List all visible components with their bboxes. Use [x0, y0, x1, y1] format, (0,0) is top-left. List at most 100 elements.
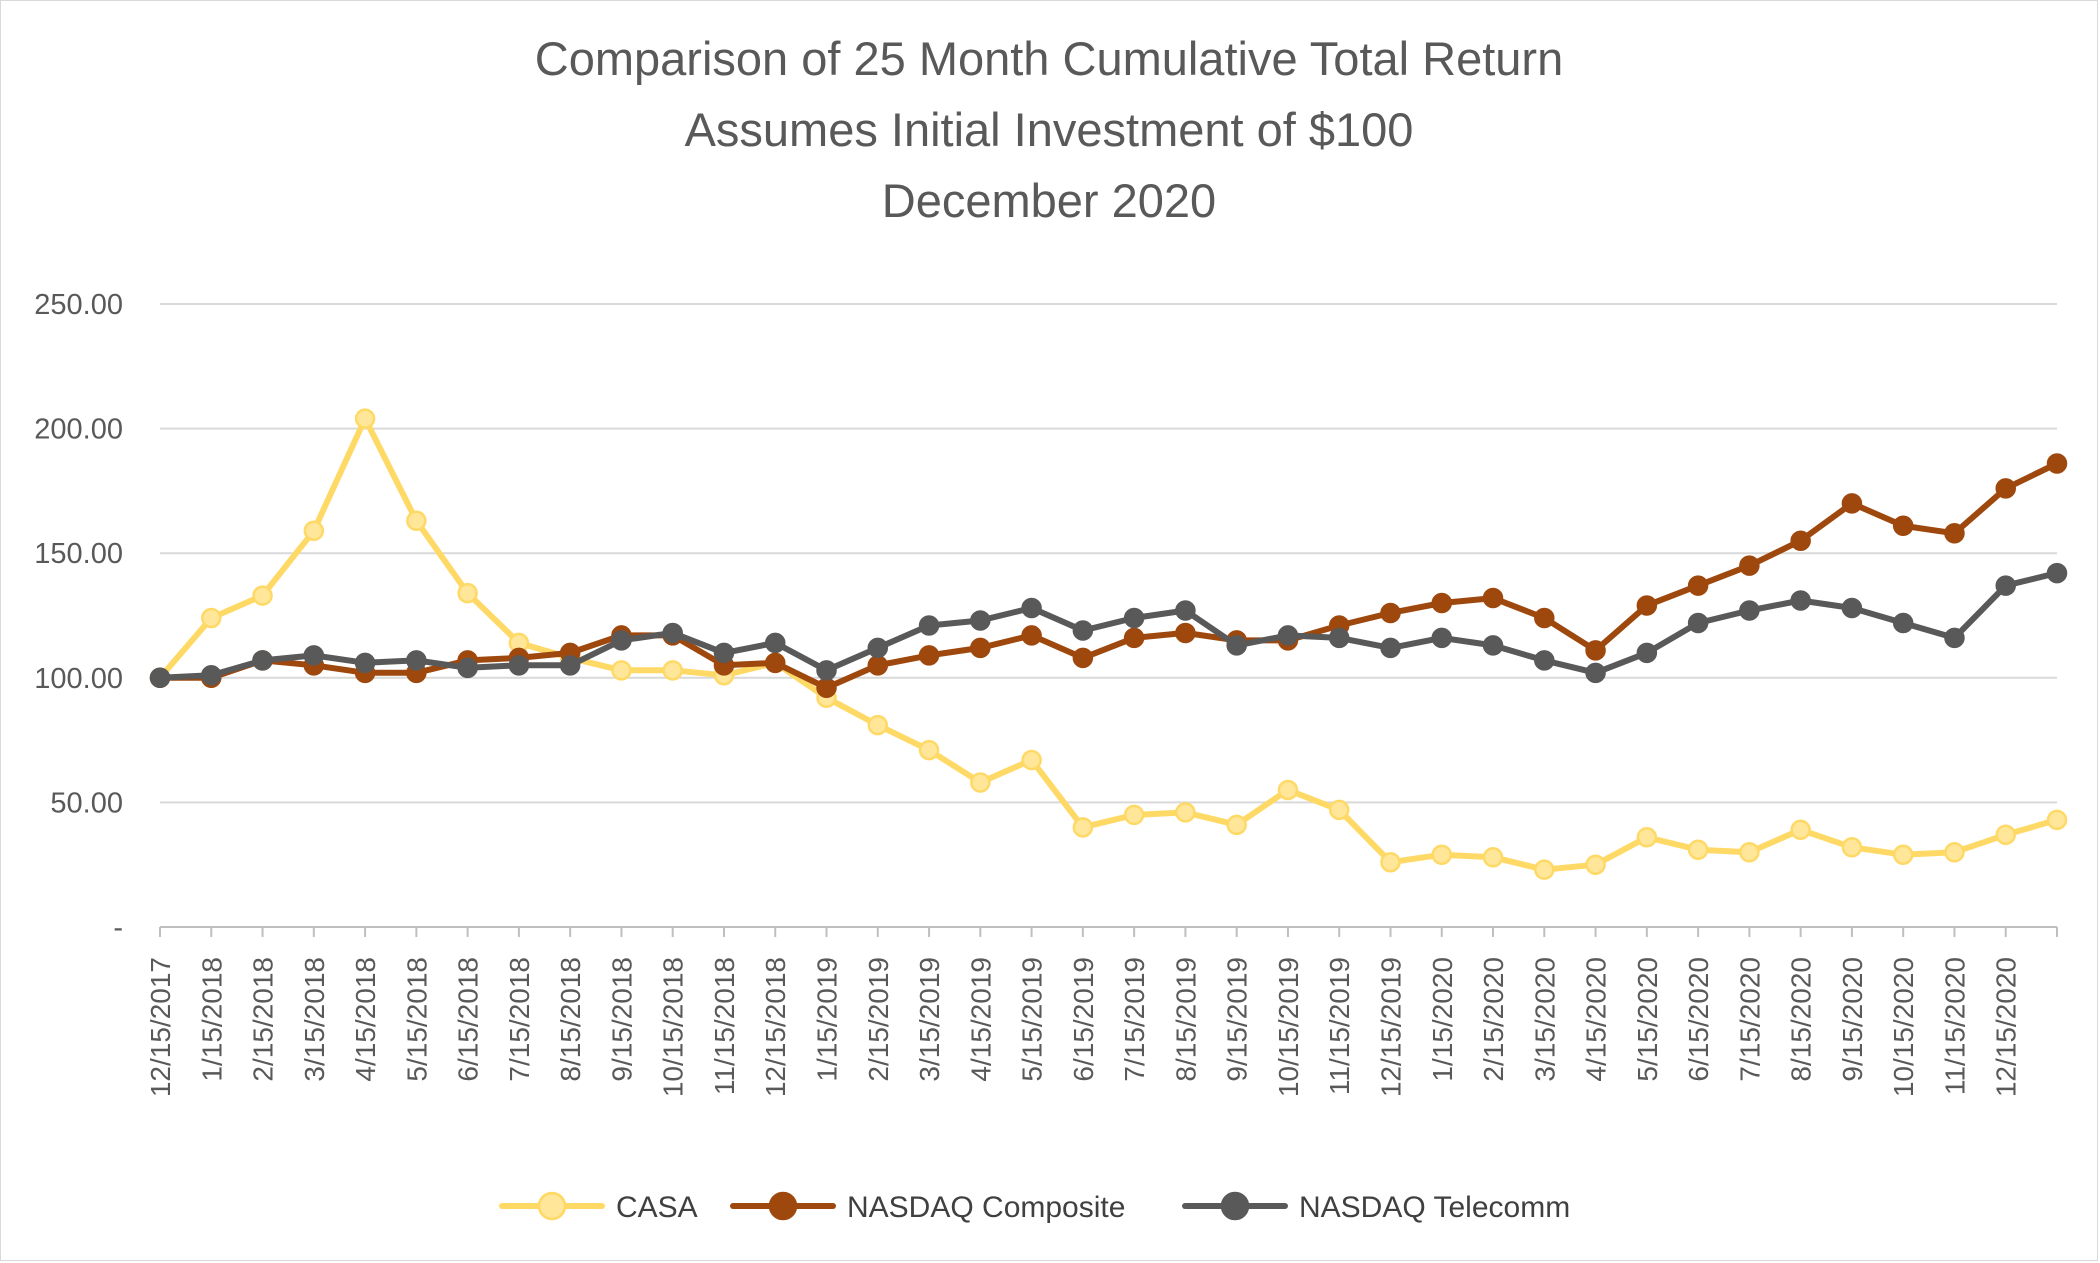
- x-tick-label: 2/15/2019: [863, 957, 894, 1082]
- data-point-nasdaq-composite: [1021, 625, 1042, 646]
- x-tick-label: 3/15/2020: [1529, 957, 1560, 1082]
- data-point-nasdaq-telecomm: [1431, 627, 1453, 649]
- series-nasdaq-telecomm: [149, 562, 2068, 689]
- data-point-casa: [1841, 837, 1863, 858]
- data-point-casa: [1534, 859, 1555, 880]
- data-point-nasdaq-telecomm: [1021, 597, 1042, 619]
- x-tick-label: 5/15/2019: [1017, 957, 1048, 1082]
- data-point-nasdaq-telecomm: [713, 642, 735, 664]
- data-point-nasdaq-telecomm: [1636, 642, 1658, 664]
- data-point-nasdaq-telecomm: [1534, 650, 1555, 671]
- legend-label: NASDAQ Telecomm: [1299, 1191, 1570, 1224]
- data-point-nasdaq-telecomm: [559, 655, 581, 676]
- data-point-nasdaq-telecomm: [1175, 600, 1196, 621]
- data-point-nasdaq-telecomm: [867, 637, 889, 659]
- data-point-casa: [1636, 827, 1658, 848]
- data-point-nasdaq-composite: [1175, 622, 1196, 644]
- data-point-casa: [1790, 819, 1811, 841]
- data-point-nasdaq-composite: [1995, 478, 2016, 499]
- data-point-casa: [1431, 844, 1453, 865]
- data-point-nasdaq-telecomm: [508, 655, 530, 676]
- data-point-nasdaq-composite: [1380, 602, 1401, 624]
- x-tick-label: 9/15/2020: [1837, 957, 1868, 1082]
- data-point-nasdaq-composite: [1534, 607, 1555, 629]
- x-tick-label: 3/15/2019: [914, 957, 945, 1082]
- data-point-nasdaq-telecomm: [457, 657, 478, 679]
- chart-title-line-1: Comparison of 25 Month Cumulative Total …: [535, 32, 1563, 85]
- data-point-nasdaq-composite: [1585, 640, 1606, 661]
- data-point-nasdaq-telecomm: [1841, 597, 1863, 619]
- data-point-nasdaq-telecomm: [816, 660, 837, 681]
- x-tick-label: 9/15/2018: [606, 957, 637, 1082]
- x-tick-label: 10/15/2020: [1888, 957, 1919, 1097]
- data-point-casa: [867, 714, 889, 736]
- x-tick-label: 6/15/2019: [1068, 957, 1099, 1082]
- data-point-nasdaq-telecomm: [354, 652, 376, 674]
- data-point-nasdaq-composite: [1739, 555, 1760, 576]
- data-point-casa: [1944, 841, 1965, 863]
- data-point-casa: [201, 607, 222, 629]
- data-point-nasdaq-composite: [1123, 627, 1145, 649]
- x-tick-label: 12/15/2017: [145, 957, 176, 1097]
- x-tick-label: 7/15/2020: [1734, 957, 1765, 1082]
- data-point-nasdaq-telecomm: [1328, 627, 1350, 649]
- series-nasdaq-composite: [149, 453, 2068, 699]
- x-tick-label: 5/15/2018: [401, 957, 432, 1082]
- data-point-nasdaq-composite: [1892, 515, 1914, 537]
- x-tick-label: 6/15/2018: [453, 957, 484, 1082]
- legend-swatch-marker: [1220, 1191, 1250, 1221]
- legend-entry-nasdaq-composite: NASDAQ Composite: [730, 1191, 1125, 1224]
- data-point-casa: [611, 660, 632, 681]
- y-tick-label: 100.00: [34, 663, 123, 695]
- data-point-casa: [1995, 824, 2016, 846]
- data-point-nasdaq-composite: [1636, 595, 1658, 616]
- data-point-nasdaq-telecomm: [1072, 620, 1094, 641]
- chart-title-line-2: Assumes Initial Investment of $100: [685, 103, 1414, 156]
- data-point-nasdaq-composite: [867, 655, 889, 676]
- data-point-nasdaq-composite: [970, 637, 991, 659]
- data-point-casa: [918, 739, 940, 761]
- data-point-casa: [1482, 846, 1504, 868]
- data-point-nasdaq-telecomm: [764, 632, 786, 654]
- data-point-casa: [1328, 799, 1350, 821]
- data-point-nasdaq-telecomm: [1277, 625, 1299, 646]
- data-point-casa: [406, 510, 427, 532]
- data-point-nasdaq-telecomm: [303, 645, 325, 666]
- data-point-nasdaq-telecomm: [1687, 612, 1709, 634]
- data-point-casa: [662, 660, 683, 681]
- x-tick-label: 10/15/2019: [1273, 957, 1304, 1097]
- data-point-nasdaq-telecomm: [1944, 627, 1965, 649]
- y-tick-label: 150.00: [34, 538, 123, 570]
- series-line-nasdaq-telecomm: [157, 570, 2060, 681]
- x-tick-label: 2/15/2020: [1478, 957, 1509, 1082]
- data-point-casa: [1072, 817, 1094, 838]
- y-axis-tick-labels: - 50.00 100.00 150.00 200.00 250.00: [34, 289, 123, 944]
- legend-swatch-marker: [537, 1191, 567, 1221]
- data-point-nasdaq-telecomm: [1226, 635, 1247, 656]
- data-point-nasdaq-telecomm: [1892, 612, 1914, 634]
- data-point-nasdaq-telecomm: [970, 610, 991, 631]
- x-axis: [159, 926, 2058, 937]
- legend: CASA NASDAQ Composite NASDAQ Telecomm: [499, 1191, 1570, 1224]
- data-point-nasdaq-telecomm: [611, 630, 632, 651]
- data-point-nasdaq-composite: [1687, 575, 1709, 596]
- data-point-nasdaq-telecomm: [1995, 575, 2016, 596]
- x-tick-label: 11/15/2018: [709, 957, 740, 1095]
- data-point-casa: [970, 772, 991, 793]
- y-tick-label: 50.00: [50, 787, 123, 819]
- x-tick-label: 3/15/2018: [299, 957, 330, 1082]
- data-point-casa: [354, 408, 376, 429]
- data-point-nasdaq-composite: [1072, 647, 1094, 669]
- series-casa: [149, 408, 2068, 880]
- x-tick-label: 12/15/2019: [1375, 957, 1406, 1097]
- x-tick-label: 4/15/2018: [350, 957, 381, 1082]
- data-point-casa: [1226, 814, 1247, 836]
- data-point-nasdaq-composite: [1790, 530, 1811, 551]
- x-tick-label: 7/15/2018: [504, 957, 535, 1082]
- x-tick-label: 8/15/2020: [1786, 957, 1817, 1082]
- x-tick-label: 12/15/2020: [1991, 957, 2022, 1097]
- data-point-nasdaq-telecomm: [406, 650, 427, 671]
- data-point-casa: [1585, 854, 1606, 875]
- data-point-casa: [2046, 809, 2068, 831]
- y-tick-label: 250.00: [34, 289, 123, 321]
